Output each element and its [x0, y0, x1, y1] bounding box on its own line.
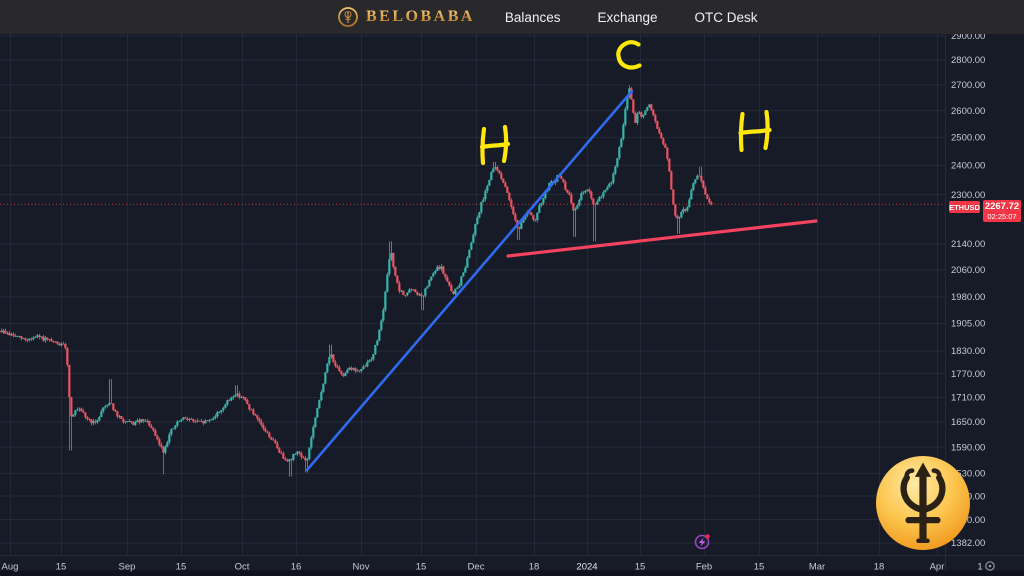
gridlines	[0, 34, 945, 555]
svg-text:16: 16	[291, 562, 302, 573]
svg-text:2140.00: 2140.00	[951, 239, 985, 250]
main-nav: Balances Exchange OTC Desk	[505, 10, 758, 25]
svg-text:1905.00: 1905.00	[951, 319, 985, 330]
svg-text:Dec: Dec	[468, 562, 485, 573]
nav-balances[interactable]: Balances	[504, 9, 561, 25]
nav-exchange[interactable]: Exchange	[597, 9, 658, 25]
pattern-letters[interactable]	[479, 40, 772, 166]
bottom-strip	[0, 570, 1024, 576]
svg-text:1430.00: 1430.00	[951, 515, 985, 526]
svg-text:1650.00: 1650.00	[951, 417, 985, 428]
brand-logo[interactable]: BELOBABA	[337, 6, 475, 28]
uptrend-line[interactable]	[305, 89, 634, 472]
svg-text:15: 15	[635, 562, 646, 573]
svg-text:Apr: Apr	[930, 562, 945, 573]
lightning-events-icon[interactable]	[694, 534, 710, 550]
gear-icon[interactable]	[985, 561, 995, 571]
svg-text:Aug: Aug	[2, 562, 19, 573]
svg-text:1770.00: 1770.00	[951, 369, 985, 380]
time-axis[interactable]: Aug 15 Sep 15 Oct 16 Nov 15 Dec 18 2024 15 Feb 15 Mar 1…	[2, 562, 983, 573]
last-price-badge: 2267.72 02:25:07	[983, 200, 1021, 222]
svg-text:2024: 2024	[576, 562, 597, 573]
price-axis[interactable]: 2900.00 2800.00 2700.00 2600.00 2500.00 2400.…	[951, 31, 985, 549]
top-nav-bar: BELOBABA Balances Exchange OTC Desk	[0, 0, 1024, 34]
svg-text:Oct: Oct	[235, 562, 250, 573]
letter-H[interactable]	[479, 124, 511, 166]
svg-text:2800.00: 2800.00	[951, 55, 985, 66]
svg-text:15: 15	[416, 562, 427, 573]
svg-text:2600.00: 2600.00	[951, 106, 985, 117]
svg-text:2700.00: 2700.00	[951, 80, 985, 91]
svg-text:18: 18	[529, 562, 540, 573]
svg-text:2500.00: 2500.00	[951, 133, 985, 144]
watermark-trident-logo	[876, 456, 970, 550]
last-price-value: 2267.72	[984, 201, 1020, 212]
svg-text:Sep: Sep	[119, 562, 136, 573]
svg-text:1530.00: 1530.00	[951, 469, 985, 480]
svg-text:18: 18	[874, 562, 885, 573]
svg-text:1980.00: 1980.00	[951, 292, 985, 303]
support-line[interactable]	[506, 219, 818, 258]
candlesticks	[0, 85, 713, 477]
svg-text:1382.00: 1382.00	[951, 538, 985, 549]
nav-otc-desk[interactable]: OTC Desk	[694, 9, 758, 25]
symbol-price-label: ETHUSD	[949, 201, 980, 213]
svg-text:Nov: Nov	[353, 562, 370, 573]
svg-text:1: 1	[977, 562, 982, 573]
axis-separators	[0, 34, 1024, 576]
svg-text:2400.00: 2400.00	[951, 161, 985, 172]
svg-text:15: 15	[176, 562, 187, 573]
svg-text:15: 15	[56, 562, 67, 573]
letter-C[interactable]	[616, 40, 642, 70]
svg-text:2300.00: 2300.00	[951, 190, 985, 201]
letter-H[interactable]	[738, 109, 772, 153]
brand-name: BELOBABA	[366, 8, 475, 25]
svg-text:Feb: Feb	[696, 562, 712, 573]
svg-text:1710.00: 1710.00	[951, 393, 985, 404]
svg-text:15: 15	[754, 562, 765, 573]
svg-text:2900.00: 2900.00	[951, 31, 985, 42]
svg-text:Mar: Mar	[809, 562, 825, 573]
svg-text:1830.00: 1830.00	[951, 346, 985, 357]
svg-text:1590.00: 1590.00	[951, 442, 985, 453]
brand-trident-icon	[338, 7, 358, 27]
svg-text:2060.00: 2060.00	[951, 265, 985, 276]
bar-countdown-timer: 02:25:07	[987, 211, 1017, 221]
